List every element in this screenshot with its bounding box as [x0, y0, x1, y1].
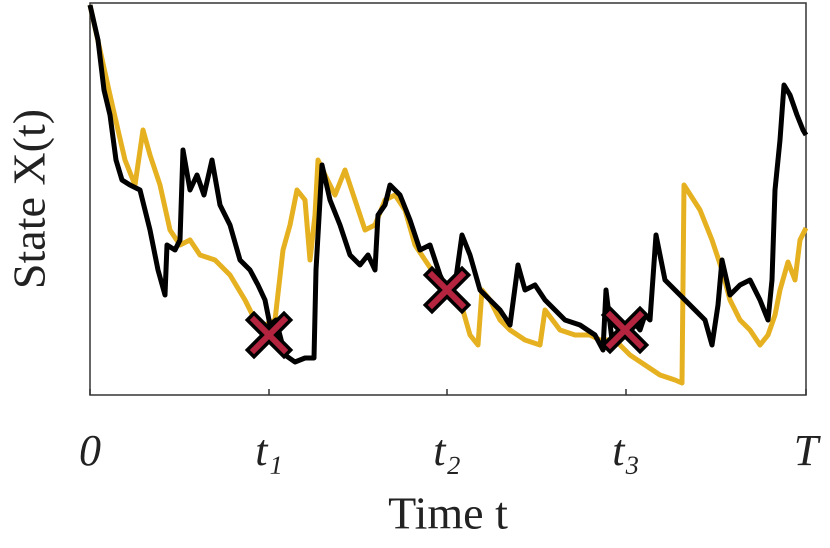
marker-stroke: [427, 270, 467, 310]
marker: [422, 265, 472, 315]
y-axis-label: State X(t): [4, 109, 55, 289]
plot-frame: [89, 2, 807, 396]
x-tick-label: t₂: [433, 426, 461, 475]
marker: [600, 305, 650, 355]
x-tick-label: 0: [79, 426, 101, 475]
marker-stroke: [249, 315, 289, 355]
marker: [244, 310, 294, 360]
x-tick-label: t₃: [612, 426, 640, 475]
x-tick-label: t₁: [255, 426, 283, 475]
x-tick-label: T: [794, 426, 822, 475]
x-axis-label: Time t: [388, 488, 508, 539]
marker-stroke: [605, 310, 645, 350]
series-line: [87, 4, 809, 386]
series-line: [87, 4, 809, 365]
